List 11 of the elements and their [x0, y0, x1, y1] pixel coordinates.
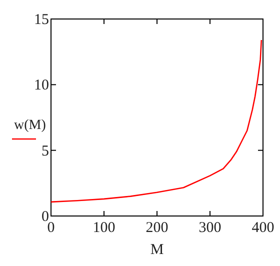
x-axis-title: M [150, 242, 164, 258]
x-tick-label: 400 [252, 220, 274, 236]
line-series [50, 39, 262, 203]
text: w(M) [14, 118, 46, 133]
y-tick-label: 10 [34, 78, 49, 94]
y-tick-label: 0 [42, 209, 49, 225]
x-tick-label: 100 [92, 220, 116, 236]
y-tick-label: 15 [34, 12, 49, 28]
x-tick-label: 200 [146, 220, 168, 236]
x-tick-label: 300 [198, 220, 222, 236]
y-tick-label: 5 [42, 143, 49, 160]
